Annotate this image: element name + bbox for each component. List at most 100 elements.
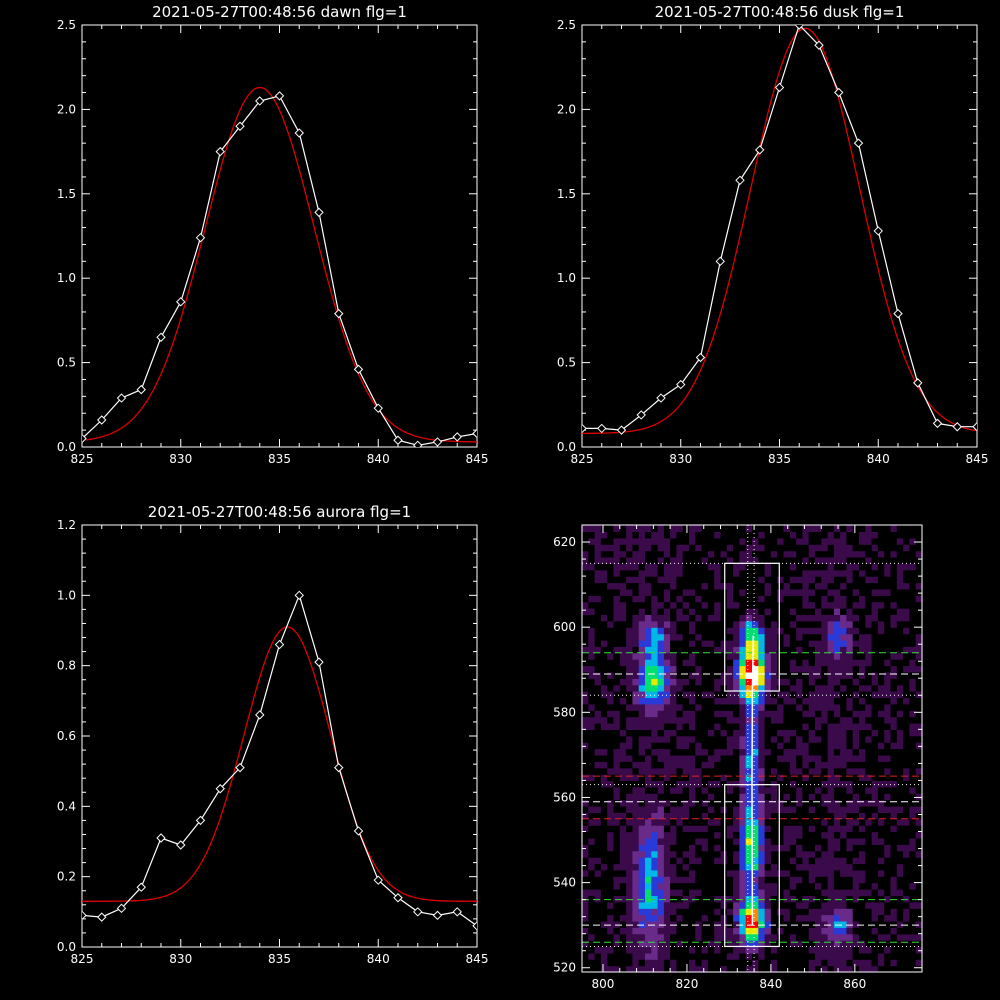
heatmap-cell [915,844,923,852]
heatmap-cell [632,818,640,826]
heatmap-cell [865,920,873,928]
heatmap-cell [600,582,608,590]
heatmap-cell [726,882,734,890]
heatmap-cell [758,588,766,596]
heatmap-cell [909,595,917,603]
heatmap-cell [890,869,898,877]
heatmap-cell [638,633,646,641]
data-point [913,378,923,388]
heatmap-cell [890,678,898,686]
heatmap-cell [582,569,589,577]
y-tick-label: 540 [553,876,576,890]
heatmap-cell [733,812,740,820]
heatmap-cell [626,620,633,628]
heatmap-cell [733,563,740,571]
heatmap-cell [651,914,659,922]
heatmap-cell [777,946,785,954]
heatmap-cell [896,691,904,698]
heatmap-cell [638,844,646,852]
heatmap-cell [896,652,904,660]
heatmap-cell [865,608,873,615]
heatmap-cell [695,652,703,660]
heatmap-cell [846,556,854,564]
heatmap-cell [777,876,785,884]
heatmap-cell [645,697,652,705]
heatmap-cell [821,946,829,954]
heatmap-cell [695,742,703,750]
heatmap-cell [720,665,728,673]
heatmap-cell [695,812,703,820]
heatmap-cell [657,723,665,730]
heatmap-cell [714,869,722,877]
heatmap-cell [890,697,898,705]
heatmap-cell [582,780,589,788]
heatmap-cell [789,754,797,762]
heatmap-cell [600,895,608,903]
heatmap-cell [582,844,589,852]
heatmap-cell [871,748,879,756]
heatmap-cell [884,927,892,935]
heatmap-cell [827,901,835,909]
heatmap-cell [726,550,734,558]
heatmap-cell [726,703,734,711]
heatmap-cell [720,959,728,967]
heatmap-cell [663,569,671,577]
heatmap-cell [777,754,785,762]
heatmap-cell [802,889,810,896]
heatmap-cell [903,786,910,794]
x-tick-label: 820 [675,977,698,991]
heatmap-cell [613,767,621,775]
heatmap-cell [663,786,671,794]
heatmap-cell [714,703,722,711]
heatmap-cell [815,608,822,615]
heatmap-cell [613,895,621,903]
heatmap-cell [714,684,722,692]
heatmap-cell [833,850,841,858]
heatmap-cell [588,614,596,622]
heatmap-cell [890,889,898,896]
heatmap-cell [903,946,910,954]
heatmap-cell [909,882,917,890]
heatmap-cell [638,748,646,756]
heatmap-cell [632,837,640,845]
heatmap-cell [789,525,797,532]
heatmap-cell [607,946,615,954]
heatmap-cell [752,531,759,539]
heatmap-cell [676,774,684,781]
heatmap-cell [701,857,709,865]
heatmap-cell [689,678,696,686]
heatmap-cell [588,633,596,641]
heatmap-cell [909,774,917,781]
heatmap-cell [582,608,589,615]
data-point [695,352,706,363]
heatmap-cell [676,595,684,603]
heatmap-cell [707,627,715,635]
heatmap-cell [877,927,885,935]
heatmap-cell [884,920,892,928]
heatmap-cell [808,863,816,871]
heatmap-cell [720,639,728,647]
heatmap-cell [871,556,879,564]
heatmap-cell [764,754,772,762]
heatmap-cell [896,601,904,609]
heatmap-cell [877,889,885,896]
heatmap-cell [619,595,627,603]
heatmap-cell [626,652,633,660]
heatmap-cell [689,889,696,896]
heatmap-cell [670,933,677,941]
heatmap-cell [707,959,715,967]
heatmap-cell [827,537,835,545]
heatmap-cell [890,799,898,807]
heatmap-cell [695,684,703,692]
heatmap-cell [833,837,841,845]
heatmap-cell [884,710,892,718]
heatmap-cell [871,806,879,813]
heatmap-cell [670,601,677,609]
heatmap-cell [802,748,810,756]
heatmap-cell [701,703,709,711]
heatmap-cell [783,863,791,871]
heatmap-cell [670,857,677,865]
heatmap-cell [871,588,879,596]
data-point [834,87,844,98]
heatmap-cell [682,831,690,839]
